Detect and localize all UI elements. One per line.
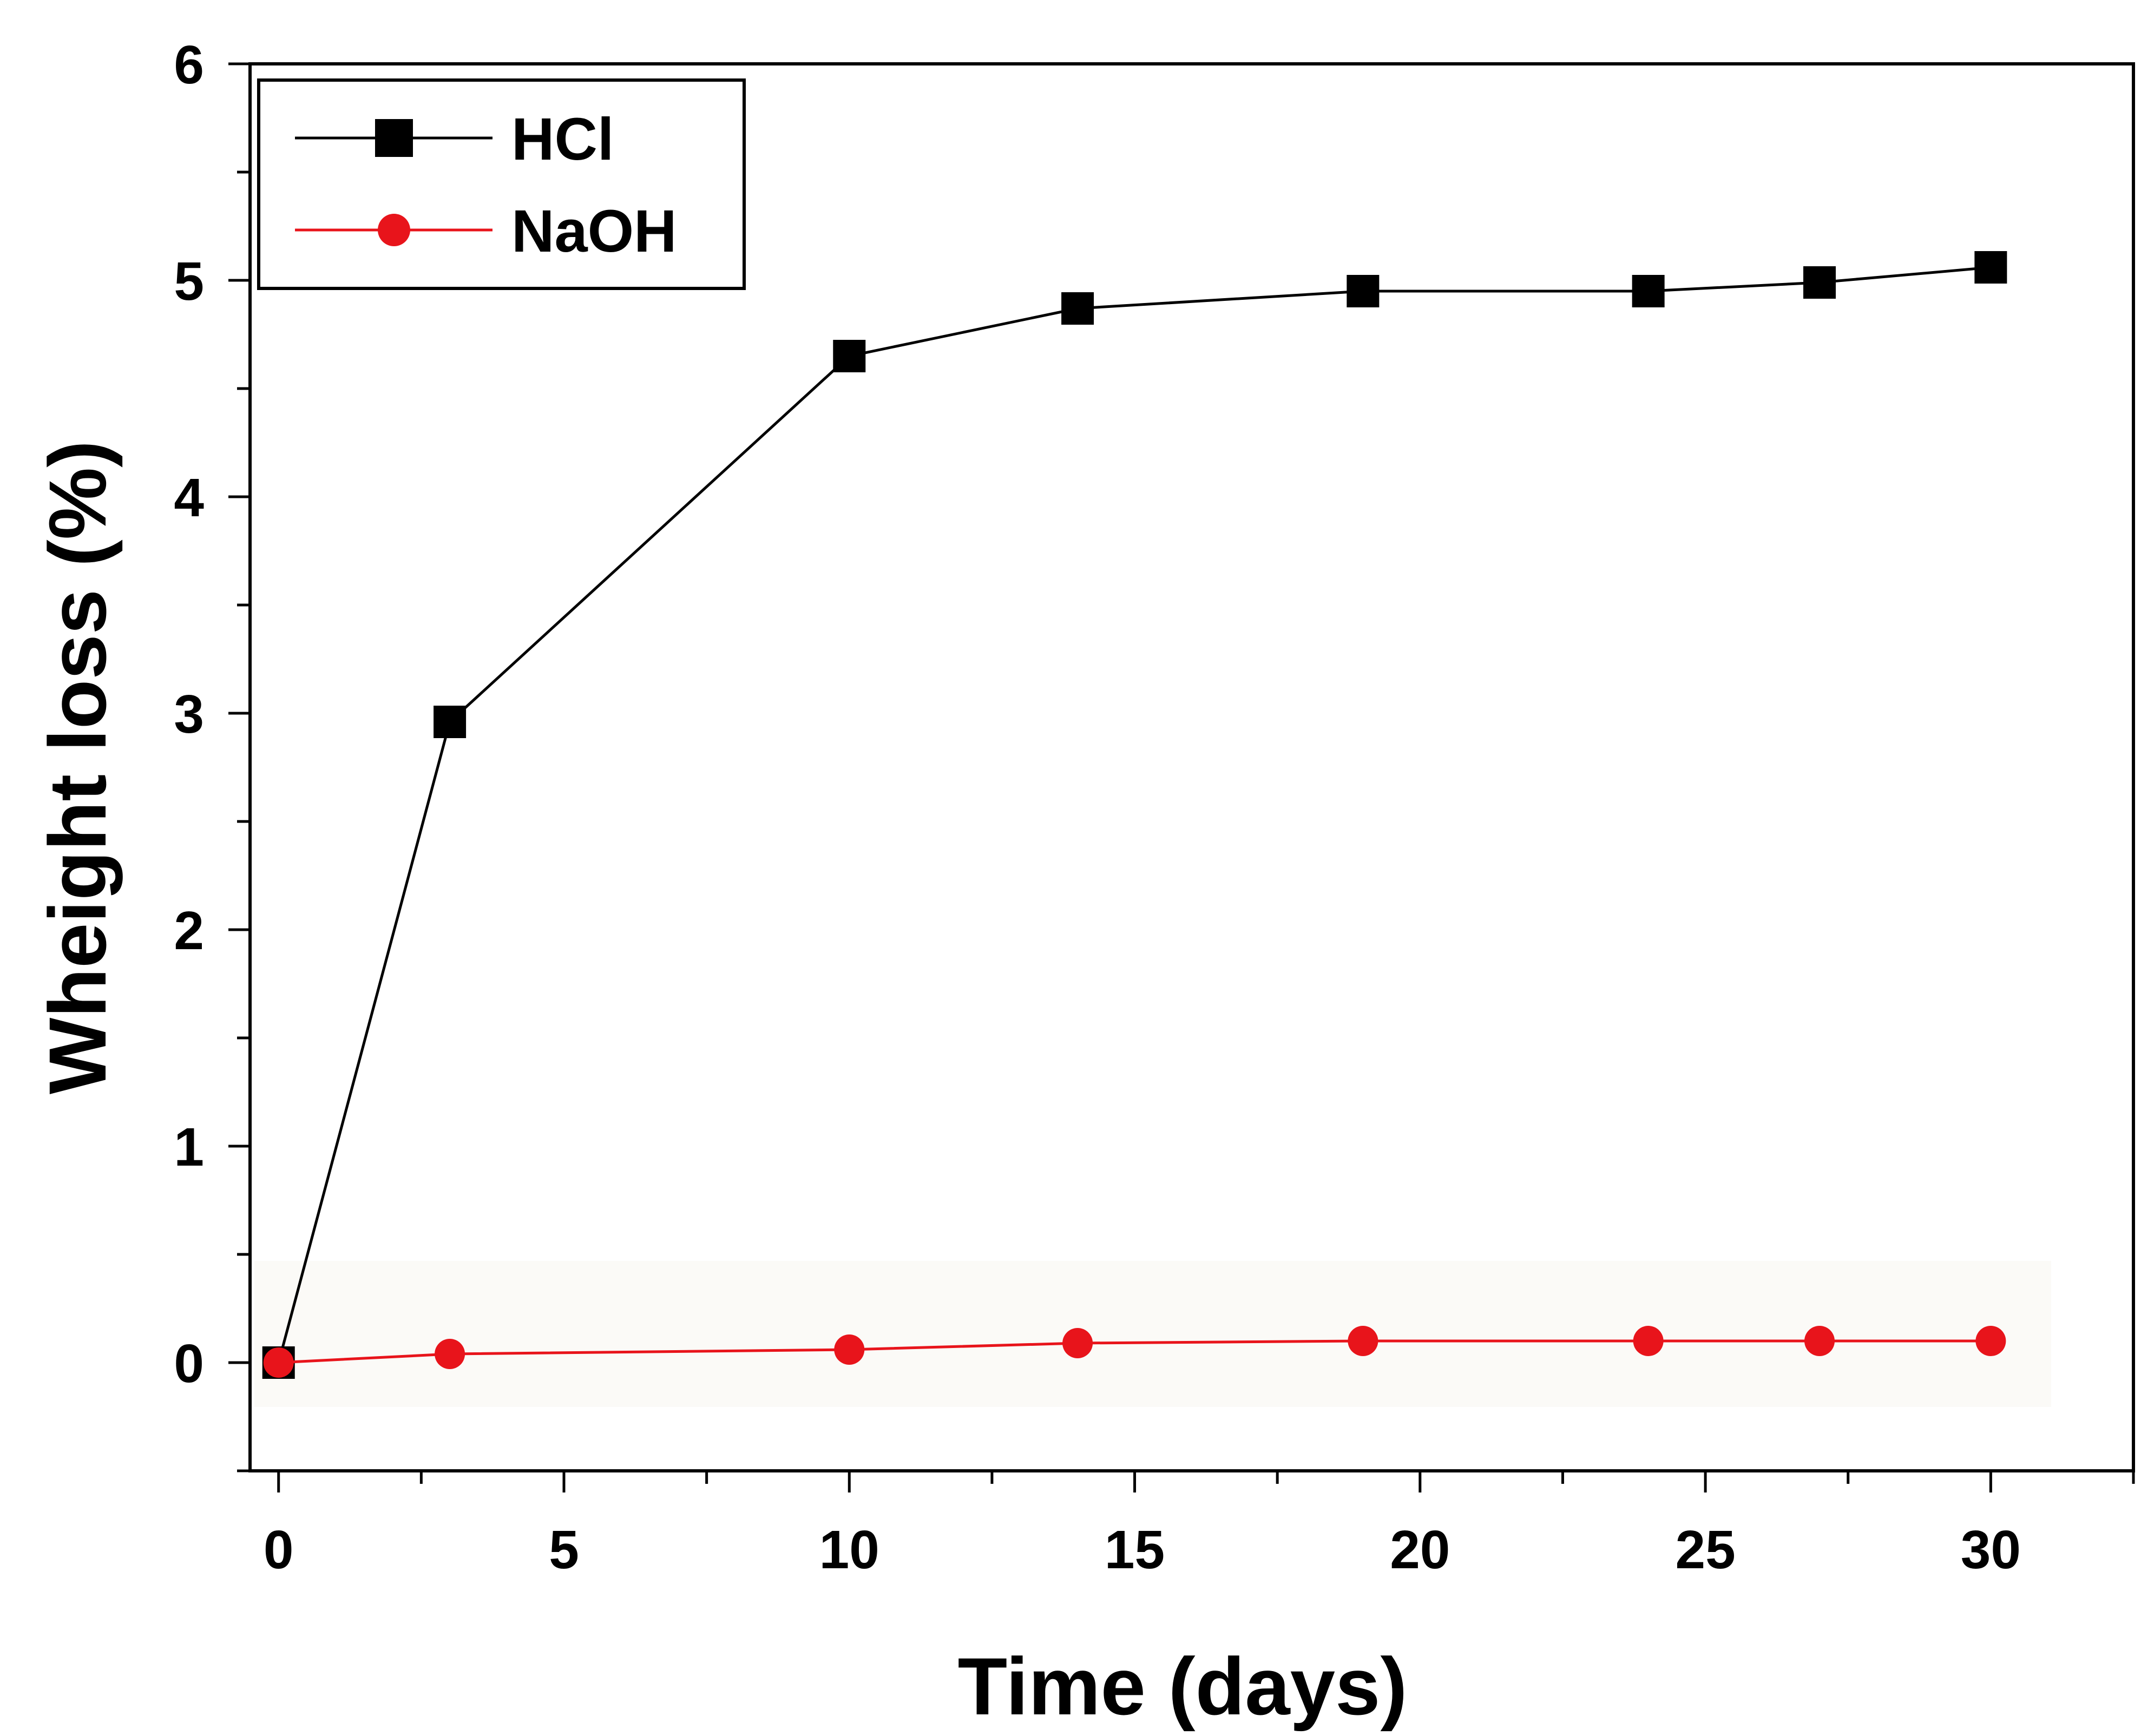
series-line-naoh	[278, 1339, 1991, 1364]
hcl-data-point	[1347, 275, 1380, 307]
naoh-data-point	[1348, 1326, 1378, 1356]
y-tick-label: 0	[174, 1333, 204, 1394]
y-tick-label: 4	[174, 468, 204, 528]
y-axis-ticks: 0 1 2 3 4 5 6	[174, 35, 250, 1472]
y-tick-label: 3	[174, 684, 204, 745]
naoh-data-point	[1804, 1326, 1835, 1356]
x-tick-label: 0	[264, 1520, 294, 1580]
x-axis-title: Time (days)	[958, 1641, 1408, 1732]
y-tick-label: 6	[174, 35, 204, 95]
series-line-hcl	[277, 266, 1991, 1363]
series-layer	[262, 251, 2007, 1379]
hcl-data-point	[1632, 275, 1665, 307]
naoh-data-point	[1975, 1326, 2006, 1356]
naoh-data-point	[1633, 1326, 1664, 1356]
x-tick-label: 25	[1675, 1520, 1735, 1580]
y-tick-label: 5	[174, 251, 204, 312]
legend: HCl NaOH	[257, 78, 746, 290]
legend-hcl-marker	[375, 119, 413, 157]
x-tick-label: 20	[1390, 1520, 1450, 1580]
hcl-data-point	[1061, 292, 1094, 325]
naoh-data-point	[263, 1347, 294, 1378]
legend-box	[257, 78, 746, 290]
hcl-data-point	[1974, 251, 2007, 284]
x-tick-label: 5	[549, 1520, 579, 1580]
y-tick-label: 1	[174, 1117, 204, 1178]
legend-naoh-label: NaOH	[511, 198, 677, 265]
y-tick-label: 2	[174, 900, 204, 961]
naoh-baseline-band	[254, 1261, 2051, 1407]
legend-hcl-label: HCl	[511, 106, 614, 173]
naoh-data-point	[834, 1334, 865, 1365]
hcl-data-point	[1803, 266, 1836, 299]
y-axis-title: Wheight loss (%)	[32, 440, 123, 1094]
x-axis-ticks: 0 5 10 15 20 25 30	[264, 1471, 2135, 1580]
naoh-data-point	[1062, 1328, 1093, 1358]
naoh-data-point	[435, 1339, 465, 1369]
x-tick-label: 10	[819, 1520, 879, 1580]
hcl-data-point	[833, 340, 866, 372]
x-tick-label: 30	[1961, 1520, 2021, 1580]
plot-frame	[248, 62, 2135, 1472]
legend-naoh-marker	[378, 214, 410, 246]
x-tick-label: 15	[1105, 1520, 1165, 1580]
hcl-data-point	[434, 706, 467, 738]
